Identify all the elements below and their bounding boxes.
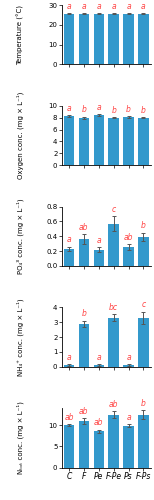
Text: ab: ab — [124, 233, 133, 242]
Text: a: a — [97, 103, 101, 112]
Bar — [79, 118, 89, 165]
Y-axis label: PO₄³ conc. (mg × L⁻¹): PO₄³ conc. (mg × L⁻¹) — [17, 198, 24, 274]
Text: b: b — [126, 104, 131, 114]
Bar — [123, 426, 134, 468]
Y-axis label: Temperature (°C): Temperature (°C) — [17, 4, 24, 64]
Y-axis label: NH₄⁺ conc. (mg × L⁻¹): NH₄⁺ conc. (mg × L⁻¹) — [17, 298, 24, 376]
Text: a: a — [97, 353, 101, 362]
Bar — [123, 14, 134, 64]
Bar — [64, 365, 74, 366]
Text: a: a — [67, 236, 71, 244]
Text: a: a — [67, 2, 71, 11]
Bar — [108, 318, 119, 366]
Bar — [64, 249, 74, 266]
Bar — [138, 318, 149, 366]
Bar — [108, 414, 119, 468]
Text: b: b — [141, 221, 146, 230]
Text: b: b — [81, 310, 86, 318]
Text: bc: bc — [109, 302, 118, 312]
Text: a: a — [141, 2, 146, 11]
Text: b: b — [81, 106, 86, 114]
Bar — [123, 365, 134, 366]
Text: a: a — [82, 2, 86, 11]
Text: a: a — [67, 353, 71, 362]
Bar — [64, 116, 74, 165]
Bar — [79, 324, 89, 366]
Bar — [138, 14, 149, 64]
Bar — [138, 237, 149, 266]
Bar — [108, 14, 119, 64]
Text: a: a — [111, 2, 116, 11]
Text: ab: ab — [79, 222, 89, 232]
Text: ab: ab — [64, 412, 74, 422]
Text: a: a — [67, 104, 71, 113]
Bar — [123, 117, 134, 165]
Y-axis label: Oxygen conc. (mg × L⁻¹): Oxygen conc. (mg × L⁻¹) — [17, 92, 24, 179]
Bar — [94, 432, 104, 468]
Bar — [94, 365, 104, 366]
Bar — [108, 224, 119, 266]
Text: c: c — [112, 205, 116, 214]
Bar — [108, 118, 119, 165]
Y-axis label: Nₜₒₜ conc. (mg × L⁻¹): Nₜₒₜ conc. (mg × L⁻¹) — [17, 402, 24, 474]
Text: b: b — [141, 106, 146, 114]
Text: b: b — [141, 399, 146, 408]
Bar — [79, 421, 89, 468]
Text: a: a — [97, 2, 101, 11]
Text: b: b — [111, 106, 116, 114]
Bar — [64, 425, 74, 468]
Text: a: a — [126, 353, 131, 362]
Bar — [64, 14, 74, 64]
Text: a: a — [126, 2, 131, 11]
Bar — [94, 250, 104, 266]
Text: c: c — [141, 300, 146, 310]
Bar — [94, 14, 104, 64]
Text: ab: ab — [94, 418, 104, 428]
Text: a: a — [97, 236, 101, 245]
Bar — [79, 14, 89, 64]
Text: a: a — [126, 412, 131, 422]
Bar — [123, 248, 134, 266]
Bar — [94, 116, 104, 165]
Bar — [79, 239, 89, 266]
Text: ab: ab — [79, 406, 89, 416]
Text: ab: ab — [109, 400, 118, 409]
Bar — [138, 414, 149, 468]
Bar — [138, 118, 149, 165]
